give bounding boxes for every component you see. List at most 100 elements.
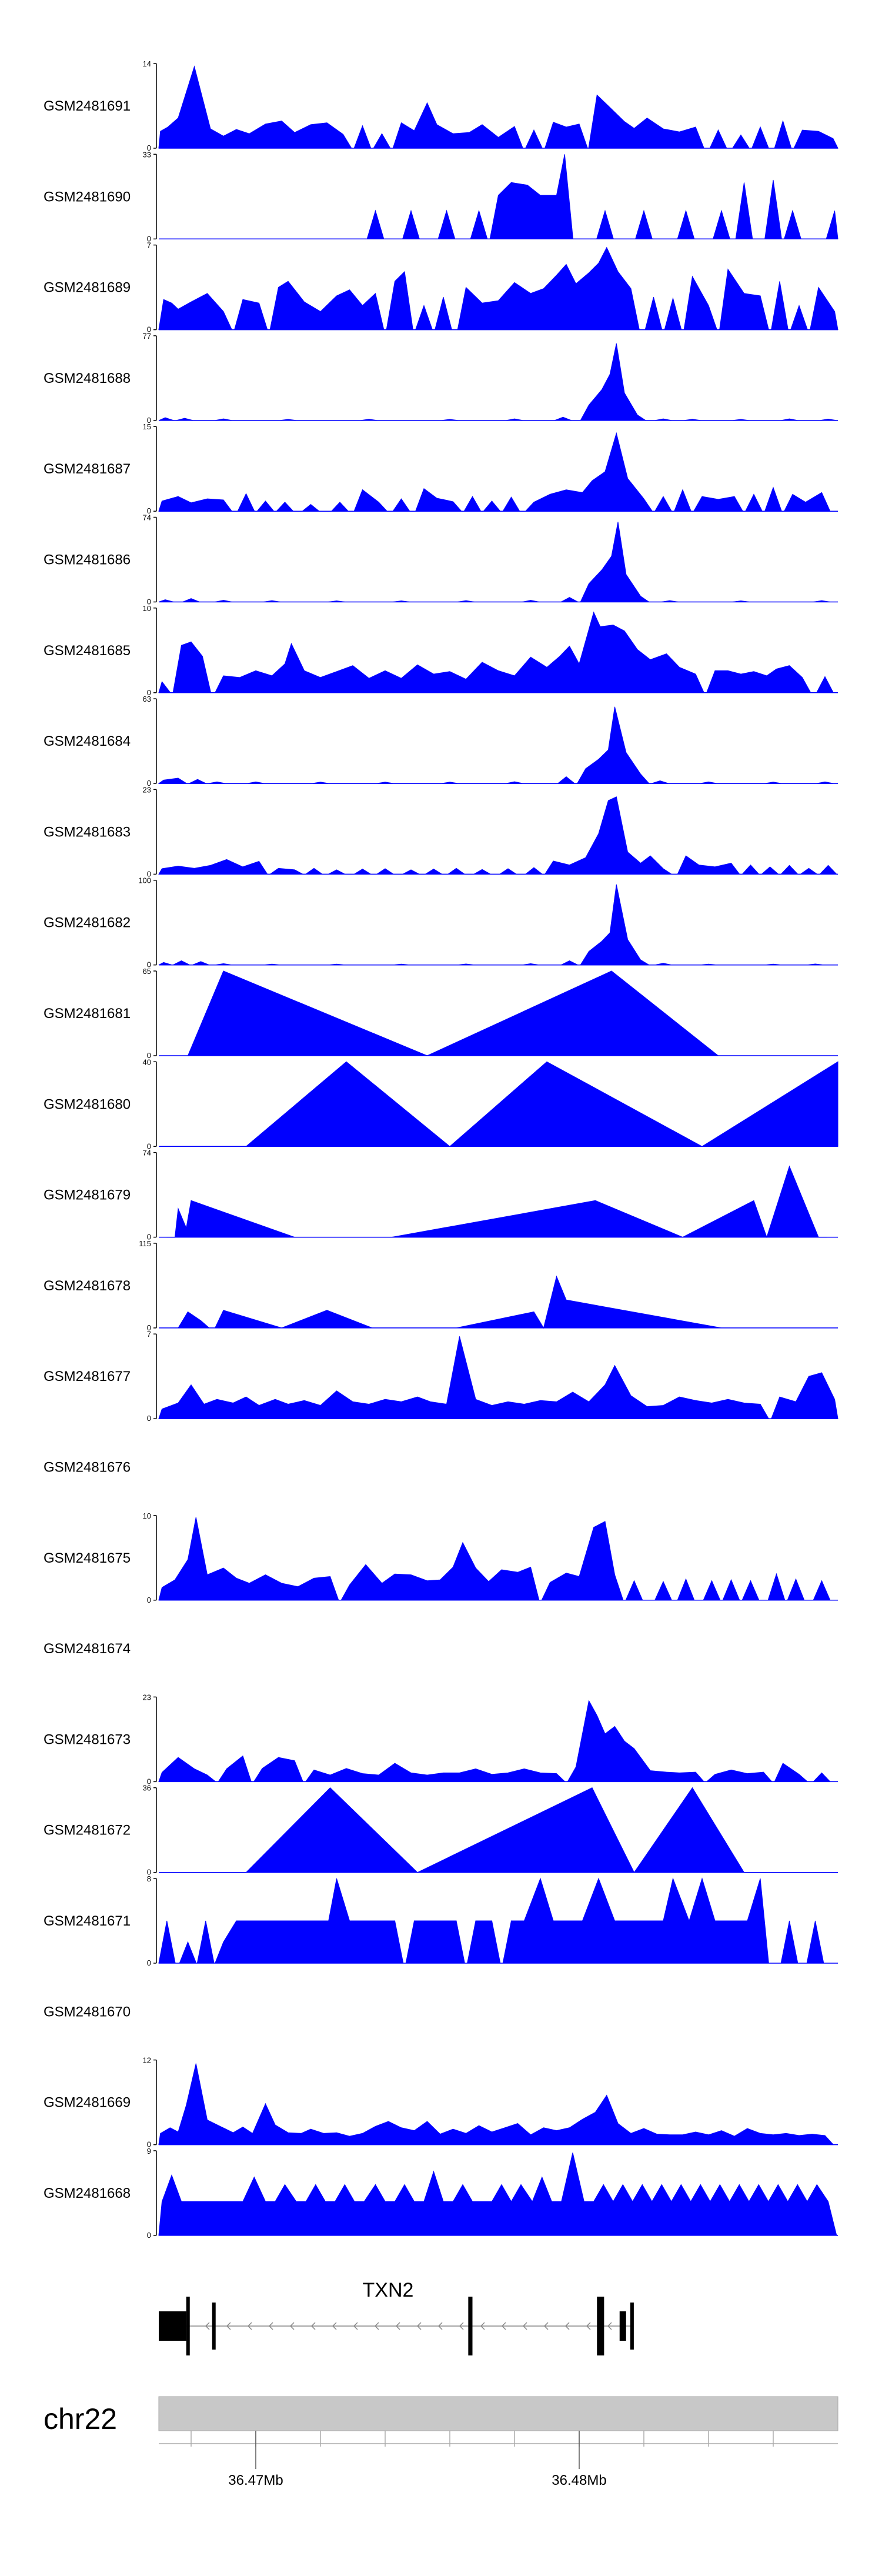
y-tick-label-max: 23: [143, 1693, 151, 1701]
track-GSM2481683: GSM2481683 23 0: [44, 785, 838, 878]
strand-chevron: [416, 2322, 422, 2330]
strand-chevron: [459, 2322, 464, 2330]
track-GSM2481675: GSM2481675 10 0: [44, 1511, 838, 1604]
track-label: GSM2481691: [44, 98, 131, 114]
y-tick-label-max: 10: [143, 604, 151, 613]
y-tick-label-zero: 0: [147, 1596, 151, 1604]
chromosome-bar: [158, 2396, 838, 2431]
track-GSM2481687: GSM2481687 15 0: [44, 422, 838, 515]
strand-chevron: [543, 2322, 549, 2330]
track-GSM2481668: GSM2481668 9 0: [44, 2147, 838, 2240]
gene-exon: [468, 2297, 473, 2355]
track-label: GSM2481685: [44, 643, 131, 659]
signal-area: [158, 884, 824, 966]
signal-area: [166, 1165, 827, 1239]
y-tick-label-zero: 0: [147, 1868, 151, 1877]
strand-chevron: [480, 2322, 485, 2330]
y-tick-label-zero: 0: [147, 1414, 151, 1423]
gene-exon: [186, 2297, 190, 2355]
x-tick-label: 36.48Mb: [552, 2472, 606, 2488]
track-label: GSM2481672: [44, 1823, 131, 1838]
track-GSM2481688: GSM2481688 77 0: [44, 332, 838, 425]
y-tick-label-max: 74: [143, 1149, 151, 1157]
strand-chevron: [268, 2322, 273, 2330]
track-GSM2481669: GSM2481669 12 0: [44, 2056, 838, 2149]
y-tick-label-max: 10: [143, 1511, 151, 1520]
signal-area: [158, 2152, 837, 2236]
y-tick-label-zero: 0: [147, 1323, 151, 1332]
signal-area: [158, 611, 834, 693]
track-label: GSM2481669: [44, 2095, 131, 2111]
y-tick-label-zero: 0: [147, 779, 151, 788]
strand-chevron: [564, 2322, 570, 2330]
strand-chevron: [522, 2322, 527, 2330]
signal-area: [158, 1700, 831, 1782]
track-label: GSM2481687: [44, 461, 131, 477]
y-tick-label-zero: 0: [147, 688, 151, 697]
track-label: GSM2481681: [44, 1006, 131, 1022]
signal-area: [158, 432, 831, 512]
strand-chevron: [501, 2322, 506, 2330]
track-label: GSM2481670: [44, 2004, 131, 2020]
strand-chevron: [607, 2322, 612, 2330]
strand-chevron: [395, 2322, 400, 2330]
gene-exon: [159, 2311, 186, 2341]
signal-area: [238, 1787, 753, 1873]
track-label: GSM2481677: [44, 1369, 131, 1384]
y-tick-label-max: 7: [147, 241, 151, 250]
y-tick-label-zero: 0: [147, 2231, 151, 2240]
signal-area: [158, 1877, 824, 1964]
track-GSM2481681: GSM2481681 65 0: [44, 967, 838, 1060]
track-label: GSM2481679: [44, 1187, 131, 1203]
strand-chevron: [437, 2322, 443, 2330]
signal-area: [158, 706, 834, 784]
y-tick-label-max: 7: [147, 1330, 151, 1339]
strand-chevron: [247, 2322, 252, 2330]
track-GSM2481679: GSM2481679 74 0: [44, 1149, 838, 1242]
y-tick-label-zero: 0: [147, 869, 151, 878]
track-label: GSM2481689: [44, 280, 131, 296]
y-tick-label-max: 40: [143, 1057, 151, 1066]
y-tick-label-max: 100: [138, 876, 151, 885]
strand-chevron: [374, 2322, 379, 2330]
signal-area: [238, 1061, 838, 1147]
track-GSM2481674: GSM2481674: [44, 1641, 131, 1657]
signal-area: [179, 970, 727, 1056]
signal-area: [158, 65, 838, 149]
signal-area: [158, 246, 838, 331]
y-tick-label-zero: 0: [147, 1958, 151, 1967]
track-GSM2481678: GSM2481678 115 0: [44, 1239, 838, 1332]
strand-chevron: [353, 2322, 358, 2330]
track-label: GSM2481675: [44, 1550, 131, 1566]
x-tick-label: 36.47Mb: [228, 2472, 283, 2488]
y-tick-label-max: 23: [143, 785, 151, 794]
signal-area: [366, 154, 838, 239]
track-GSM2481689: GSM2481689 7 0: [44, 241, 838, 334]
signal-area: [158, 343, 837, 421]
strand-chevron: [332, 2322, 337, 2330]
strand-chevron: [226, 2322, 231, 2330]
y-tick-label-zero: 0: [147, 1142, 151, 1150]
y-tick-label-zero: 0: [147, 1777, 151, 1786]
track-GSM2481691: GSM2481691 14 0: [44, 59, 838, 152]
gene-exon: [212, 2303, 216, 2350]
y-tick-label-max: 14: [143, 59, 151, 68]
y-tick-label-zero: 0: [147, 144, 151, 152]
chromosome-axis-track: chr22 36.47Mb 36.48Mb: [44, 2396, 838, 2488]
gene-exon: [630, 2303, 634, 2350]
signal-area: [158, 796, 837, 875]
track-label: GSM2481673: [44, 1731, 131, 1747]
track-GSM2481686: GSM2481686 74 0: [44, 513, 838, 606]
track-label: GSM2481688: [44, 371, 131, 386]
track-GSM2481682: GSM2481682 100 0: [44, 876, 838, 969]
strand-chevron: [205, 2322, 210, 2330]
y-tick-label-max: 115: [139, 1239, 151, 1248]
track-label: GSM2481690: [44, 189, 131, 205]
gene-name: TXN2: [363, 2279, 414, 2301]
y-tick-label-max: 15: [143, 422, 151, 431]
track-label: GSM2481676: [44, 1460, 131, 1476]
y-tick-label-zero: 0: [147, 2140, 151, 2149]
y-tick-label-zero: 0: [147, 325, 151, 334]
y-tick-label-max: 8: [147, 1874, 151, 1883]
